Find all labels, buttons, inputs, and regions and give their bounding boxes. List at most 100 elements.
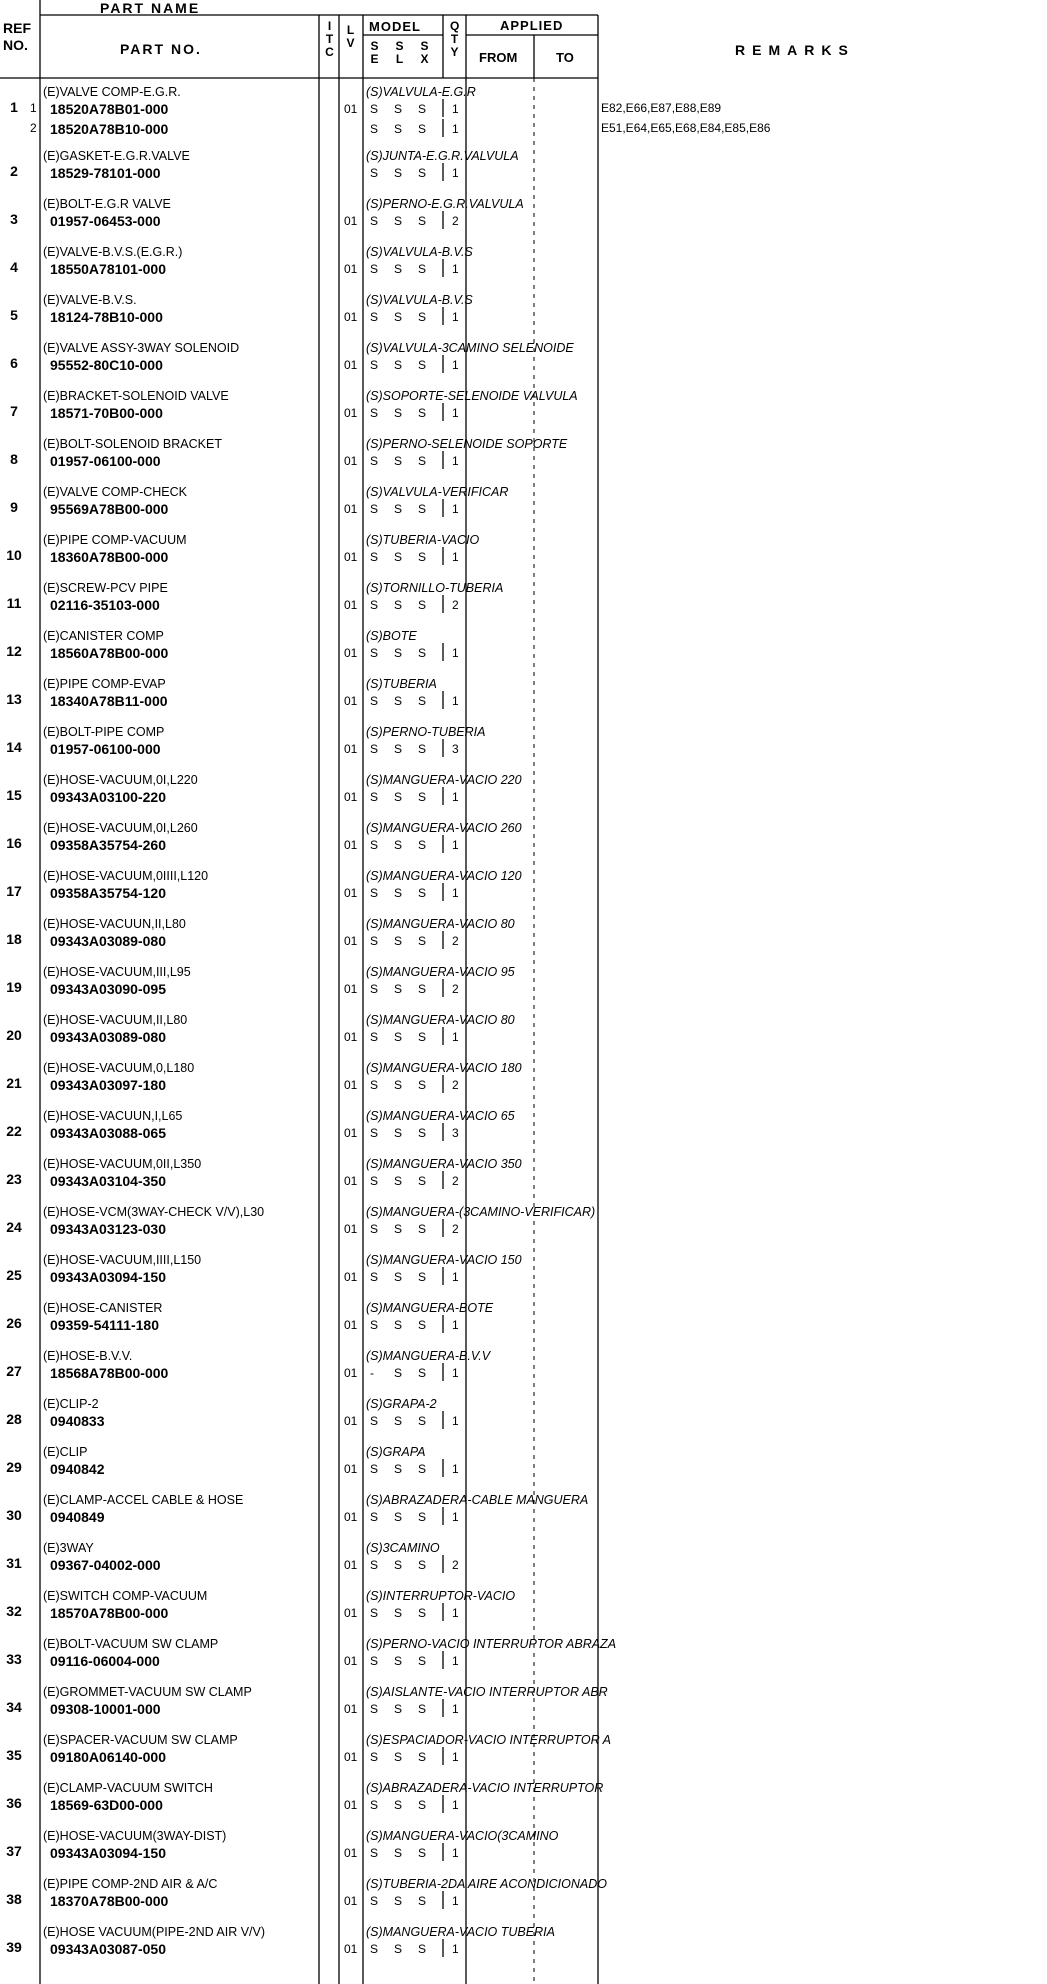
model-applicability: S [418, 1030, 427, 1044]
level: 01 [344, 982, 358, 996]
part-number: 18360A78B00-000 [50, 549, 169, 565]
part-number: 18520A78B10-000 [50, 121, 169, 137]
model-applicability: S [370, 122, 379, 136]
model-applicability: S [418, 1798, 427, 1812]
quantity: 2 [452, 982, 459, 996]
part-number: 18569-63D00-000 [50, 1797, 163, 1813]
model-applicability: S [418, 982, 427, 996]
ref-number: 30 [6, 1507, 22, 1523]
part-name-spanish: (S)GRAPA [366, 1445, 426, 1459]
part-number: 09343A03094-150 [50, 1269, 166, 1285]
part-name-spanish: (S)PERNO-E.G.R.VALVULA [366, 197, 524, 211]
quantity: 1 [452, 694, 459, 708]
part-number: 01957-06453-000 [50, 213, 161, 229]
part-name: (E)HOSE-VACUUM,0IIII,L120 [43, 869, 209, 883]
ref-number: 8 [10, 451, 18, 467]
part-name-spanish: (S)ABRAZADERA-CABLE MANGUERA [366, 1493, 589, 1507]
part-name: (E)VALVE ASSY-3WAY SOLENOID [43, 341, 240, 355]
level: 01 [344, 694, 358, 708]
part-number: 09358A35754-120 [50, 885, 166, 901]
model-applicability: S [394, 1750, 403, 1764]
level: 01 [344, 262, 358, 276]
part-name: (E)GROMMET-VACUUM SW CLAMP [43, 1685, 252, 1699]
model-applicability: S [418, 1174, 427, 1188]
ref-number: 32 [6, 1603, 22, 1619]
part-name-spanish: (S)PERNO-TUBERIA [366, 725, 486, 739]
ref-number: 12 [6, 643, 22, 659]
model-applicability: S [418, 694, 427, 708]
part-number: 18529-78101-000 [50, 165, 161, 181]
quantity: 1 [452, 1798, 459, 1812]
part-number: 09367-04002-000 [50, 1557, 161, 1573]
quantity: 3 [452, 1126, 459, 1140]
part-name: (E)VALVE COMP-CHECK [43, 485, 188, 499]
part-name: (E)CLAMP-ACCEL CABLE & HOSE [43, 1493, 244, 1507]
model-applicability: S [418, 742, 427, 756]
quantity: 1 [452, 1702, 459, 1716]
part-name-spanish: (S)MANGUERA-VACIO(3CAMINO [366, 1829, 559, 1843]
part-name-spanish: (S)MANGUERA-VACIO 220 [366, 773, 522, 787]
level: 01 [344, 1558, 358, 1572]
model-applicability: S [394, 502, 403, 516]
part-name: (E)PIPE COMP-2ND AIR & A/C [43, 1877, 218, 1891]
ref-number: 21 [6, 1075, 22, 1091]
part-name: (E)3WAY [43, 1541, 94, 1555]
sub-number: 2 [30, 121, 37, 135]
level: 01 [344, 1414, 358, 1428]
part-name: (E)HOSE-B.V.V. [43, 1349, 133, 1363]
part-number: 09343A03094-150 [50, 1845, 166, 1861]
level: 01 [344, 790, 358, 804]
level: 01 [344, 1366, 358, 1380]
part-number: 09343A03089-080 [50, 1029, 166, 1045]
model-applicability: S [370, 502, 379, 516]
ref-number: 39 [6, 1939, 22, 1955]
quantity: 1 [452, 358, 459, 372]
quantity: 1 [452, 1606, 459, 1620]
part-name-spanish: (S)VALVULA-3CAMINO SELENOIDE [366, 341, 574, 355]
model-applicability: S [370, 1750, 379, 1764]
quantity: 2 [452, 1174, 459, 1188]
level: 01 [344, 1126, 358, 1140]
model-applicability: S [418, 1462, 427, 1476]
model-applicability: S [370, 886, 379, 900]
model-applicability: S [394, 1654, 403, 1668]
quantity: 1 [452, 1462, 459, 1476]
quantity: 1 [452, 1030, 459, 1044]
part-number: 18124-78B10-000 [50, 309, 163, 325]
level: 01 [344, 1030, 358, 1044]
part-name: (E)SPACER-VACUUM SW CLAMP [43, 1733, 238, 1747]
part-number: 09343A03123-030 [50, 1221, 166, 1237]
part-name-spanish: (S)BOTE [366, 629, 417, 643]
ref-number: 23 [6, 1171, 22, 1187]
model-applicability: S [394, 1606, 403, 1620]
quantity: 2 [452, 1558, 459, 1572]
part-number: 18340A78B11-000 [50, 693, 168, 709]
model-applicability: S [394, 694, 403, 708]
ref-number: 14 [6, 739, 22, 755]
model-applicability: S [418, 1894, 427, 1908]
level: 01 [344, 1606, 358, 1620]
model-applicability: S [394, 1270, 403, 1284]
ref-number: 2 [10, 163, 18, 179]
ref-number: 20 [6, 1027, 22, 1043]
model-applicability: S [370, 1318, 379, 1332]
model-applicability: S [394, 1510, 403, 1524]
part-name: (E)SCREW-PCV PIPE [43, 581, 168, 595]
model-applicability: S [418, 310, 427, 324]
model-applicability: S [394, 406, 403, 420]
level: 01 [344, 1510, 358, 1524]
remarks: E51,E64,E65,E68,E84,E85,E86 [601, 121, 771, 135]
ref-number: 35 [6, 1747, 22, 1763]
part-name: (E)SWITCH COMP-VACUUM [43, 1589, 208, 1603]
ref-number: 33 [6, 1651, 22, 1667]
model-applicability: S [370, 1894, 379, 1908]
model-applicability: S [418, 358, 427, 372]
model-applicability: S [370, 1606, 379, 1620]
ref-number: 5 [10, 307, 18, 323]
model-applicability: S [370, 838, 379, 852]
level: 01 [344, 1798, 358, 1812]
part-number: 09308-10001-000 [50, 1701, 161, 1717]
part-name-spanish: (S)MANGUERA-VACIO 150 [366, 1253, 522, 1267]
part-name: (E)BOLT-VACUUM SW CLAMP [43, 1637, 219, 1651]
